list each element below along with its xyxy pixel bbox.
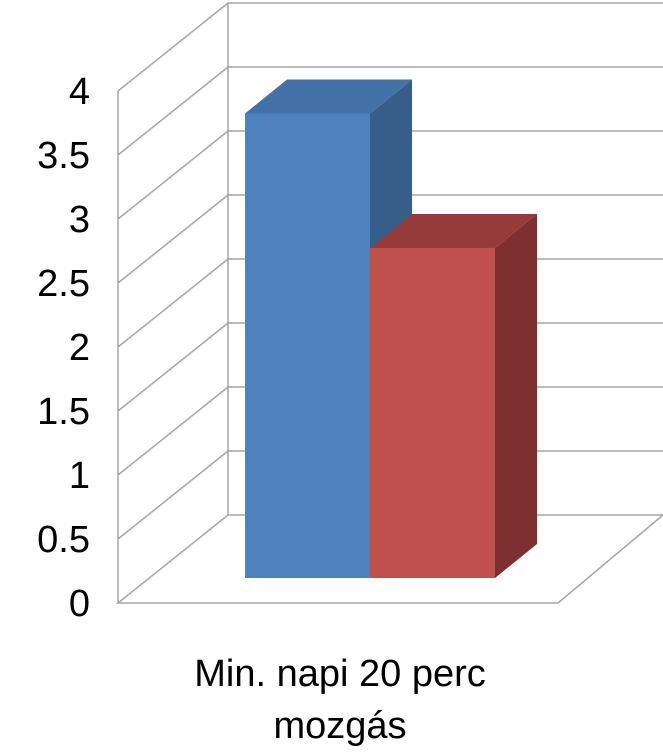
gridline bbox=[117, 2, 663, 92]
gridline bbox=[117, 66, 663, 156]
gridline bbox=[117, 194, 663, 284]
y-tick-label: 1.5 bbox=[37, 391, 90, 433]
y-axis-ticks: 0 0.5 1 1.5 2 2.5 3 3.5 4 bbox=[37, 71, 90, 625]
y-tick-label: 0.5 bbox=[37, 519, 90, 561]
y-tick-label: 2.5 bbox=[37, 263, 90, 305]
floor-outline bbox=[115, 514, 663, 604]
y-tick-label: 3 bbox=[69, 199, 90, 241]
y-tick-label: 2 bbox=[69, 327, 90, 369]
x-category-label-line-2: mozgás bbox=[273, 705, 407, 747]
bars bbox=[245, 79, 537, 578]
bar-series-1 bbox=[245, 79, 412, 578]
x-category-label: Min. napi 20 perc mozgás bbox=[130, 648, 550, 752]
x-category-label-line-1: Min. napi 20 perc bbox=[194, 653, 486, 695]
y-tick-label: 4 bbox=[69, 71, 90, 113]
bar-front bbox=[370, 247, 495, 578]
y-tick-label: 3.5 bbox=[37, 135, 90, 177]
bar-series-2 bbox=[370, 213, 537, 578]
y-tick-label: 1 bbox=[69, 455, 90, 497]
y-tick-label: 0 bbox=[69, 583, 90, 625]
bar-top bbox=[245, 79, 412, 114]
bar-top bbox=[370, 213, 537, 248]
gridline bbox=[117, 130, 663, 220]
bar-front bbox=[245, 113, 370, 578]
bar-side bbox=[495, 213, 537, 578]
